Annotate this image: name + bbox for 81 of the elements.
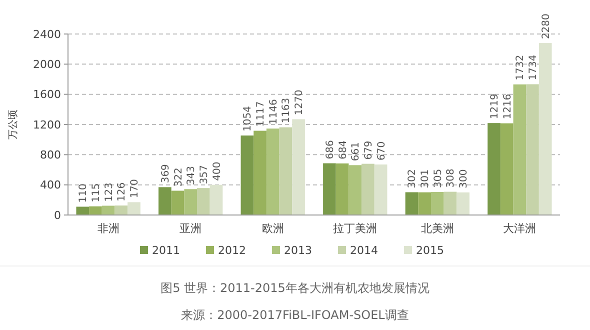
data-label: 300: [458, 169, 470, 188]
data-label: 302: [407, 169, 418, 188]
y-tick-label: 2000: [33, 58, 61, 72]
bar: [418, 192, 431, 215]
y-axis-title: 万公顷: [7, 110, 19, 140]
bar: [76, 206, 90, 215]
bar: [254, 130, 266, 215]
data-label: 661: [350, 142, 362, 162]
x-tick-label: 拉丁美洲: [333, 222, 378, 235]
bar: [456, 192, 470, 215]
data-label: 308: [446, 168, 457, 188]
data-label: 343: [186, 166, 198, 186]
bar: [184, 189, 198, 215]
bar: [279, 127, 292, 215]
y-tick-label: 1200: [33, 118, 61, 132]
data-label: 1734: [528, 54, 540, 80]
y-tick-label: 0: [54, 208, 61, 222]
legend-label: 2013: [284, 244, 312, 257]
bar: [488, 123, 500, 215]
legend-label: 2014: [350, 244, 378, 257]
data-label: 1146: [268, 99, 280, 125]
data-label: 679: [363, 140, 374, 160]
data-label: 1054: [242, 106, 254, 132]
bar: [362, 164, 374, 215]
caption: 图5 世界：2011-2015年各大洲有机农地发展情况: [160, 281, 430, 295]
y-tick-label: 2400: [33, 28, 61, 41]
bar: [158, 187, 172, 215]
data-label: 400: [212, 162, 223, 181]
bar: [171, 190, 184, 215]
data-label: 305: [432, 168, 444, 188]
data-label: 170: [129, 179, 140, 198]
data-label: 1117: [256, 101, 267, 127]
data-label: 670: [376, 141, 388, 160]
data-label: 1216: [502, 94, 514, 120]
bar: [374, 164, 388, 215]
data-label: 123: [104, 182, 115, 202]
bar: [430, 192, 444, 215]
legend-label: 2011: [152, 244, 180, 257]
bar: [444, 192, 457, 215]
data-label: 686: [324, 140, 336, 160]
x-tick-label: 北美洲: [420, 222, 454, 235]
bar: [266, 128, 280, 215]
bar: [323, 163, 336, 215]
bar: [513, 84, 526, 215]
bar: [538, 43, 552, 215]
bar: [89, 206, 102, 215]
bar: [102, 206, 115, 215]
y-tick-label: 400: [40, 178, 61, 192]
bar: [500, 123, 514, 215]
data-label: 1732: [515, 54, 526, 80]
bar: [348, 165, 362, 215]
x-tick-label: 欧洲: [262, 222, 284, 235]
data-label: 1163: [281, 98, 292, 124]
bar: [240, 136, 254, 215]
bar: [197, 188, 210, 215]
data-label: 126: [116, 182, 128, 202]
x-tick-label: 非洲: [97, 222, 120, 235]
data-label: 301: [420, 169, 432, 188]
bar: [405, 192, 418, 215]
legend-label: 2015: [416, 244, 444, 257]
bar: [526, 84, 539, 215]
data-label: 369: [160, 164, 172, 184]
x-tick-label: 亚洲: [180, 222, 202, 235]
data-label: 110: [78, 184, 90, 203]
bar: [210, 184, 223, 215]
data-label: 322: [173, 168, 184, 187]
bar: [336, 163, 349, 215]
source-note: 来源：2000-2017FiBL-IFOAM-SOEL调查: [181, 308, 409, 322]
bar: [292, 119, 305, 215]
bar: [128, 202, 140, 215]
y-tick-label: 1600: [33, 88, 61, 102]
data-label: 2280: [540, 14, 552, 40]
data-label: 1219: [490, 94, 501, 120]
data-label: 115: [90, 183, 102, 202]
x-tick-label: 大洋洲: [503, 222, 536, 235]
bar: [114, 205, 128, 215]
data-label: 684: [338, 140, 349, 160]
data-label: 357: [198, 164, 210, 184]
data-label: 1270: [294, 90, 306, 116]
y-tick-label: 800: [40, 148, 61, 162]
legend-label: 2012: [218, 244, 246, 257]
